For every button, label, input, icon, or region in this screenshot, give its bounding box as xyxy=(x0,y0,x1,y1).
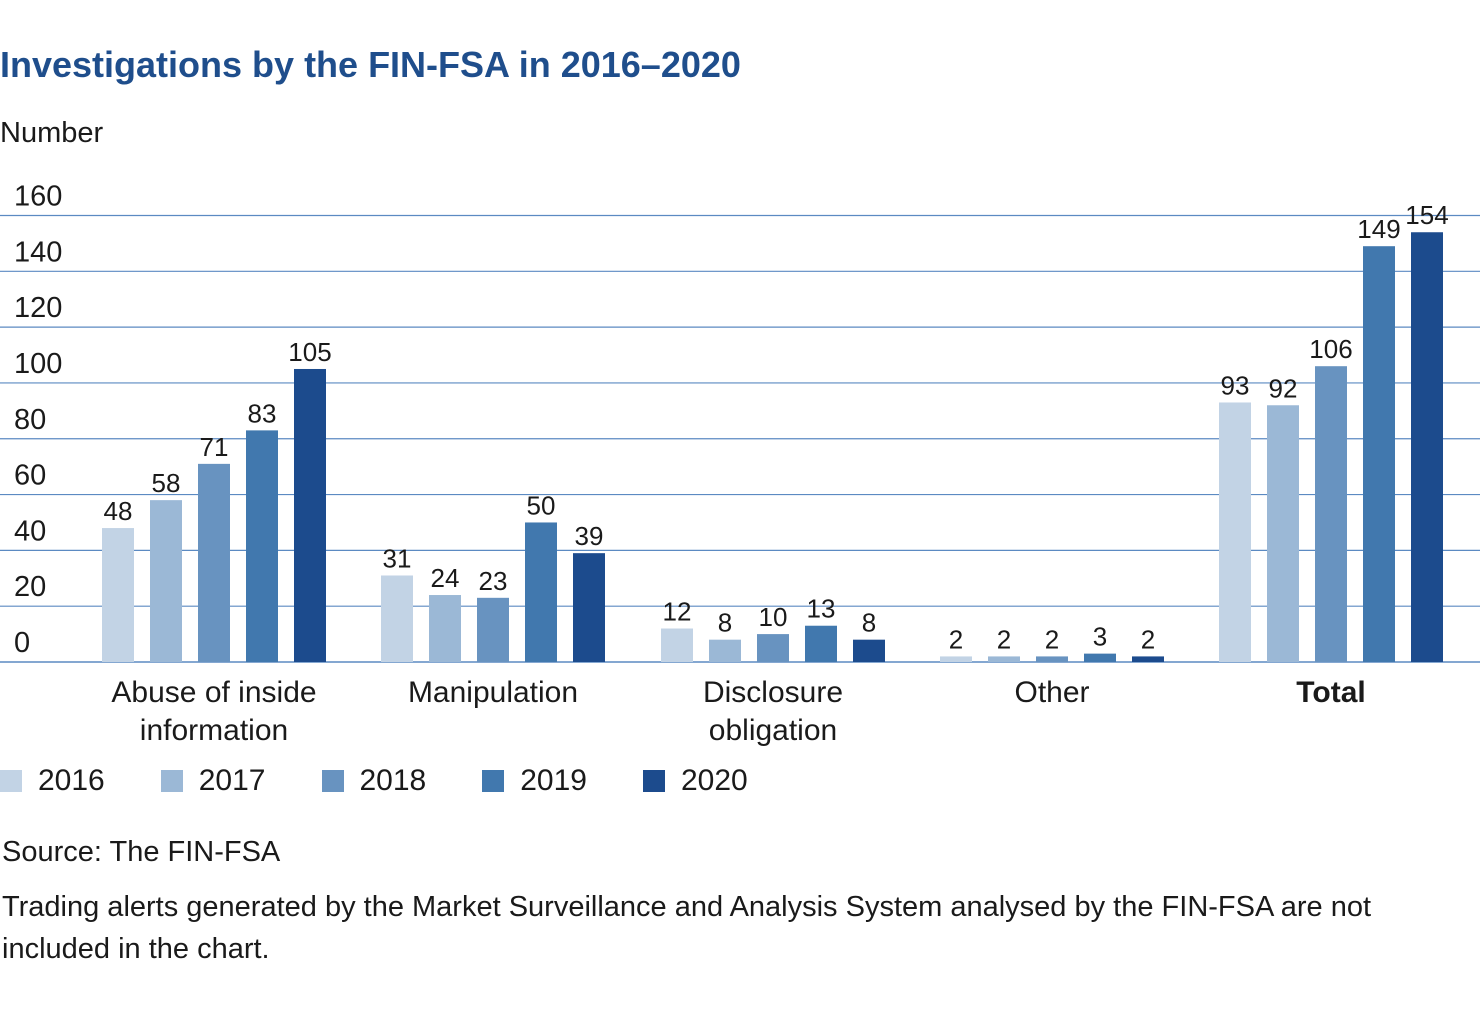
y-tick-label: 40 xyxy=(14,515,46,547)
data-label: 2 xyxy=(997,624,1011,654)
legend-label: 2016 xyxy=(38,764,105,797)
data-label: 12 xyxy=(663,597,692,627)
data-label: 2 xyxy=(1045,624,1059,654)
data-label: 149 xyxy=(1357,214,1400,244)
data-label: 92 xyxy=(1269,373,1298,403)
data-label: 93 xyxy=(1221,370,1250,400)
data-label: 106 xyxy=(1309,334,1352,364)
y-axis-unit-label: Number xyxy=(0,117,104,149)
data-label: 50 xyxy=(527,490,556,520)
bar xyxy=(1084,653,1116,662)
data-label: 83 xyxy=(248,398,277,428)
legend-item: 2019 xyxy=(482,764,587,798)
legend-item: 2017 xyxy=(160,764,266,798)
bar xyxy=(1267,405,1299,662)
data-label: 105 xyxy=(288,337,331,367)
data-label: 8 xyxy=(862,608,876,638)
legend-swatch xyxy=(643,770,665,792)
y-tick-label: 100 xyxy=(14,348,62,380)
bar xyxy=(1219,402,1251,662)
x-tick-label: obligation xyxy=(709,714,837,747)
data-label: 8 xyxy=(718,608,732,638)
bar xyxy=(1132,656,1164,662)
y-tick-label: 120 xyxy=(14,292,62,324)
data-label: 3 xyxy=(1093,622,1107,652)
y-tick-label: 60 xyxy=(14,460,46,492)
bar xyxy=(1411,232,1443,662)
x-tick-label: information xyxy=(140,714,288,747)
bar xyxy=(381,575,413,662)
bar xyxy=(477,597,509,662)
y-tick-label: 80 xyxy=(14,404,46,436)
data-label: 31 xyxy=(383,543,412,573)
x-tick-label: Disclosure xyxy=(703,676,843,709)
legend-item: 2018 xyxy=(321,764,427,798)
legend-label: 2017 xyxy=(198,764,266,797)
bar xyxy=(853,639,885,662)
bar xyxy=(661,628,693,662)
data-label: 48 xyxy=(104,496,133,526)
bar xyxy=(709,639,741,662)
x-tick-label: Abuse of inside xyxy=(111,676,316,709)
bar xyxy=(246,430,278,662)
bar xyxy=(805,625,837,662)
legend-swatch xyxy=(482,770,505,792)
legend: 2016 2017 2018 2019 2020 xyxy=(0,764,804,798)
data-label: 24 xyxy=(431,563,460,593)
x-tick-label: Other xyxy=(1014,676,1089,709)
y-tick-label: 160 xyxy=(14,181,62,213)
bar xyxy=(1363,246,1395,662)
legend-label: 2018 xyxy=(359,764,427,797)
legend-swatch xyxy=(160,770,183,792)
bar xyxy=(294,368,326,662)
bar-chart: 0 20 40 60 80 100 120 140 160 48 31 12 2 93 58 24 8 2 92 71… xyxy=(0,181,1480,747)
data-label: 13 xyxy=(807,594,836,624)
chart-title: Investigations by the FIN-FSA in 2016–20… xyxy=(0,44,741,85)
data-label: 10 xyxy=(759,602,788,632)
bar xyxy=(525,522,557,662)
x-tick-label: Total xyxy=(1296,676,1365,709)
bar xyxy=(1315,366,1347,662)
data-label: 71 xyxy=(200,432,229,462)
bar xyxy=(198,463,230,662)
legend-swatch xyxy=(0,770,22,792)
x-tick-label: Manipulation xyxy=(408,676,578,709)
legend-swatch xyxy=(321,770,344,792)
source-note: Source: The FIN-FSA xyxy=(2,836,281,868)
y-tick-label: 140 xyxy=(14,236,62,268)
bar xyxy=(102,528,134,662)
data-label: 23 xyxy=(479,566,508,596)
bar xyxy=(429,595,461,662)
bar xyxy=(150,500,182,662)
y-tick-label: 20 xyxy=(14,571,46,603)
data-label: 2 xyxy=(949,624,963,654)
bar xyxy=(940,656,972,662)
legend-label: 2020 xyxy=(681,764,748,797)
data-label: 58 xyxy=(152,468,181,498)
bar xyxy=(573,553,605,662)
data-label: 39 xyxy=(575,521,604,551)
bar xyxy=(757,634,789,662)
legend-item: 2020 xyxy=(643,764,748,798)
legend-item: 2016 xyxy=(0,764,105,798)
y-tick-label: 0 xyxy=(14,627,30,659)
data-label: 2 xyxy=(1141,624,1155,654)
legend-label: 2019 xyxy=(520,764,587,797)
bar xyxy=(988,656,1020,662)
data-label: 154 xyxy=(1405,200,1448,230)
footnote: Trading alerts generated by the Market S… xyxy=(2,891,1372,965)
bar xyxy=(1036,656,1068,662)
